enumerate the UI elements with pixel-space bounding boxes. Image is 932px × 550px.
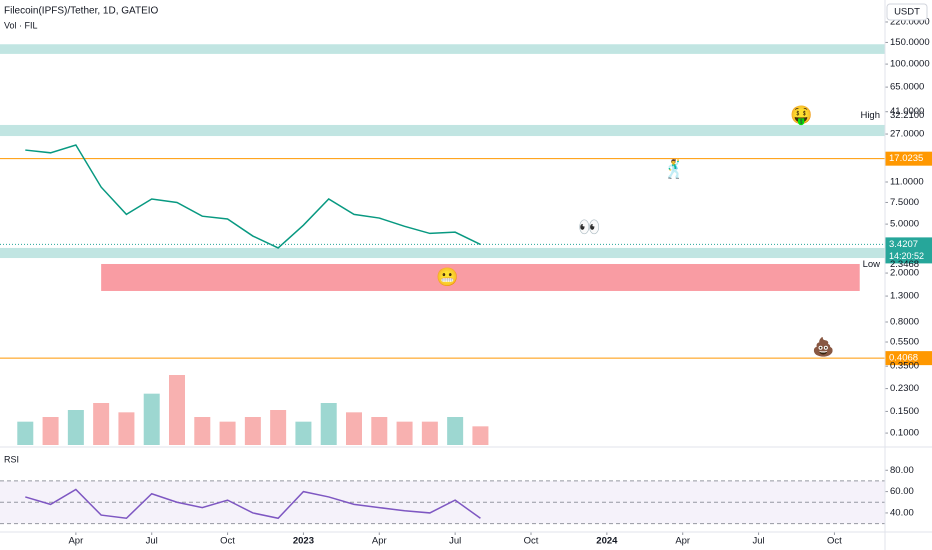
x-tick-label: Oct — [827, 536, 842, 547]
volume-label: Vol · FIL — [4, 20, 38, 30]
y-tick-label: 27.0000 — [890, 129, 924, 140]
x-tick-label: Oct — [524, 536, 539, 547]
y-tick-label: 0.1500 — [890, 406, 919, 417]
rsi-label: RSI — [4, 454, 19, 464]
y-tick-label: 1.3000 — [890, 291, 919, 302]
volume-bar — [371, 417, 388, 445]
volume-bar — [447, 417, 464, 445]
volume-bar — [219, 421, 236, 445]
y-tick-label: 0.3500 — [890, 361, 919, 372]
annotation: 🕺 — [663, 158, 685, 179]
y-tick-label: 41.0000 — [890, 106, 924, 117]
zone — [0, 247, 885, 259]
volume-bar — [42, 417, 59, 445]
price-line — [25, 488, 481, 520]
volume-bar — [143, 393, 160, 445]
y-tick-label: 0.2300 — [890, 383, 919, 394]
y-tick-label: 2.0000 — [890, 268, 919, 279]
x-tick-label: 2024 — [596, 536, 618, 547]
y-tick-label: 7.5000 — [890, 197, 919, 208]
y-tick-label: 0.8000 — [890, 317, 919, 328]
currency-button[interactable] — [886, 3, 928, 21]
annotation: 👀 — [578, 217, 600, 237]
level-tag — [885, 351, 932, 366]
y-tick-label: 11.0000 — [890, 177, 924, 188]
high-price: 32.2100 — [890, 110, 924, 121]
volume-bar — [472, 426, 489, 445]
x-tick-label: Apr — [372, 536, 387, 547]
zone — [0, 44, 885, 54]
x-tick-label: Jul — [752, 536, 764, 547]
volume-bar — [421, 421, 438, 445]
annotation: 🤑 — [790, 105, 812, 126]
y-tick-label: 220.0000 — [890, 16, 930, 27]
zone — [0, 124, 885, 137]
low-text: Low — [863, 259, 881, 270]
volume-bar — [396, 421, 413, 445]
low-price: 2.3468 — [890, 259, 919, 270]
volume-bar — [295, 421, 312, 445]
volume-bar — [17, 421, 34, 445]
y-tick-label: 5.0000 — [890, 219, 919, 230]
x-tick-label: Apr — [68, 536, 83, 547]
level-label: 0.4068 — [889, 353, 918, 364]
last-price-label: 3.4207 — [889, 239, 918, 250]
volume-bar — [194, 417, 211, 445]
annotation: 💩 — [812, 336, 834, 357]
y-tick-label: 0.1000 — [890, 428, 919, 439]
y-tick-label: 0.5500 — [890, 337, 919, 348]
level-tag — [885, 151, 932, 166]
volume-bar — [118, 412, 135, 445]
level-label: 17.0235 — [889, 153, 923, 164]
y-tick-label: 60.00 — [890, 486, 914, 497]
y-tick-label: 100.0000 — [890, 59, 930, 70]
volume-bar — [67, 410, 84, 445]
volume-bar — [346, 412, 362, 445]
x-tick-label: Jul — [146, 536, 158, 547]
last-price-tag — [885, 237, 932, 264]
volume-bar — [244, 417, 261, 445]
symbol-title: Filecoin(IPFS)/Tether, 1D, GATEIO — [4, 6, 159, 17]
high-text: High — [860, 110, 880, 121]
currency[interactable]: USDT — [894, 7, 920, 18]
volume-bar — [320, 403, 337, 445]
y-tick-label: 80.00 — [890, 465, 914, 476]
zone — [101, 263, 860, 291]
countdown: 14:20:52 — [889, 251, 924, 261]
volume-bar — [169, 375, 185, 445]
x-tick-label: Oct — [220, 536, 235, 547]
annotation: 😬 — [436, 267, 458, 287]
volume-bar — [270, 410, 287, 445]
y-tick-label: 65.0000 — [890, 82, 924, 93]
y-tick-label: 40.00 — [890, 507, 914, 518]
y-tick-label: 150.0000 — [890, 37, 930, 48]
volume-bar — [93, 403, 110, 445]
x-tick-label: 2023 — [293, 536, 314, 547]
x-tick-label: Jul — [449, 536, 461, 547]
x-tick-label: Apr — [675, 536, 690, 547]
price-line — [25, 144, 481, 249]
